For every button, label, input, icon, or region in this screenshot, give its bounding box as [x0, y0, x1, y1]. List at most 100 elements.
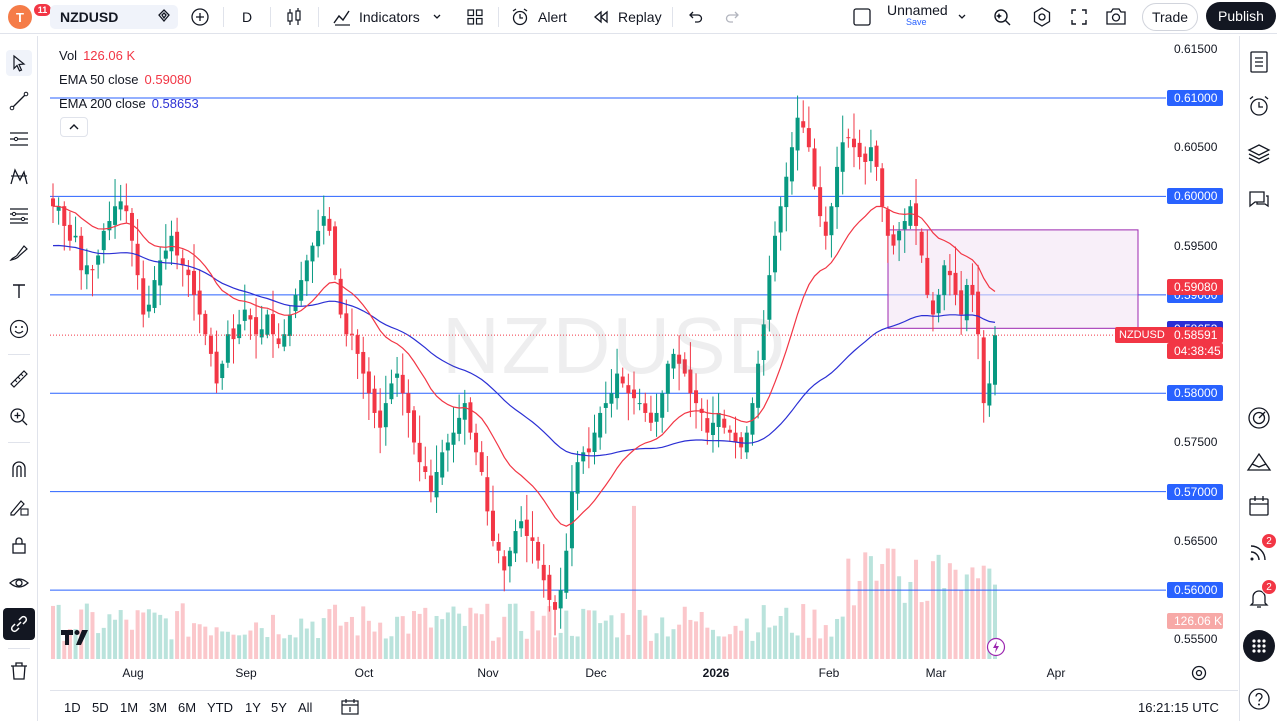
range-button-5d[interactable]: 5D — [92, 700, 109, 715]
fullscreen-button[interactable] — [1069, 0, 1089, 34]
trade-button[interactable]: Trade — [1142, 3, 1198, 31]
sync-drawings-tool[interactable] — [3, 608, 35, 640]
zoom-tool[interactable] — [6, 404, 32, 430]
ideas-button[interactable] — [1245, 448, 1273, 476]
lock-drawings-tool[interactable] — [6, 532, 32, 558]
candle-body — [761, 324, 766, 360]
technicals-button[interactable] — [1245, 404, 1273, 432]
candle-body — [930, 300, 935, 315]
volume-bar — [451, 606, 456, 659]
volume-bar — [186, 636, 191, 659]
volume-bar — [90, 612, 95, 659]
compare-symbol-button[interactable] — [190, 0, 210, 34]
cursor-tool[interactable] — [6, 50, 32, 76]
pattern-tool[interactable] — [6, 164, 32, 190]
fib-tool[interactable] — [6, 202, 32, 228]
fib-icon — [10, 208, 28, 224]
layout-name: Unnamed — [887, 2, 948, 18]
object-tree-button[interactable] — [1245, 140, 1273, 168]
replay-button[interactable]: Replay — [592, 0, 662, 34]
price-axis[interactable]: 0.61500 0.60500 0.59500 0.57500 0.56500 0.555… — [1166, 36, 1238, 659]
layout-menu-button[interactable] — [957, 0, 967, 34]
favorite-icon[interactable] — [156, 8, 172, 27]
watchlist-button[interactable] — [1245, 48, 1273, 76]
volume-bar — [716, 636, 721, 659]
range-button-ytd[interactable]: YTD — [207, 700, 233, 715]
legend-collapse-button[interactable] — [60, 117, 88, 137]
time-axis[interactable]: Aug Sep Oct Nov Dec 2026 Feb Mar Apr — [50, 660, 1166, 684]
replay-label: Replay — [618, 9, 662, 25]
brush-tool[interactable] — [6, 240, 32, 266]
quick-search-button[interactable] — [991, 0, 1013, 34]
horizontal-lines-tool[interactable] — [6, 126, 32, 152]
range-button-1m[interactable]: 1M — [120, 700, 139, 715]
volume-bar — [993, 584, 997, 659]
emoji-tool[interactable] — [6, 316, 32, 342]
range-button-6m[interactable]: 6M — [178, 700, 197, 715]
cursor-icon — [13, 54, 26, 72]
volume-bar — [192, 623, 197, 659]
streams-button[interactable] — [1245, 538, 1273, 566]
range-button-5y[interactable]: 5Y — [271, 700, 287, 715]
layout-checkbox[interactable] — [852, 0, 872, 34]
volume-bar — [936, 554, 941, 659]
layers-icon — [1247, 144, 1271, 164]
text-icon — [13, 284, 25, 298]
tradingview-logo[interactable] — [60, 628, 94, 651]
layout-templates-button[interactable] — [465, 0, 485, 34]
redo-button[interactable] — [724, 0, 742, 34]
volume-bar — [801, 604, 806, 659]
range-button-1y[interactable]: 1Y — [245, 700, 261, 715]
range-button-3m[interactable]: 3M — [149, 700, 168, 715]
alerts-button[interactable] — [1245, 92, 1273, 120]
user-avatar[interactable]: T 11 — [8, 3, 52, 29]
alert-button[interactable]: Alert — [510, 0, 567, 34]
publish-button[interactable]: Publish — [1206, 2, 1276, 30]
indicators-button[interactable]: Indicators — [332, 0, 442, 34]
range-button-all[interactable]: All — [298, 700, 313, 715]
price-chart[interactable] — [50, 36, 1166, 659]
snapshot-button[interactable] — [1104, 0, 1128, 34]
range-button-1d[interactable]: 1D — [64, 700, 81, 715]
candle-body — [180, 258, 185, 266]
volume-bar — [242, 634, 247, 659]
notifications-badge: 2 — [1261, 579, 1277, 595]
interval-button[interactable]: D — [242, 0, 252, 34]
candle-body — [936, 294, 941, 314]
time-axis-label: Oct — [354, 666, 374, 680]
date-range-button[interactable] — [340, 698, 360, 719]
hide-drawings-tool[interactable] — [6, 570, 32, 596]
utc-clock[interactable]: 16:21:15 UTC — [1138, 700, 1219, 715]
volume-bar — [795, 635, 800, 659]
ema200-legend[interactable]: EMA 200 close 0.58653 — [59, 92, 199, 116]
undo-button[interactable] — [686, 0, 704, 34]
apps-button[interactable] — [1243, 630, 1275, 662]
candle-body — [124, 205, 129, 212]
volume-bar — [778, 616, 783, 659]
ruler-tool[interactable] — [6, 366, 32, 392]
chats-button[interactable] — [1245, 186, 1273, 214]
candle-body — [84, 265, 89, 275]
volume-legend-value: 126.06 K — [83, 48, 136, 63]
fullscreen-icon — [1071, 9, 1087, 25]
settings-button[interactable] — [1031, 0, 1053, 34]
text-tool[interactable] — [6, 278, 32, 304]
calendar-button[interactable] — [1245, 492, 1273, 520]
candle-body — [789, 147, 794, 182]
volume-bar — [237, 635, 242, 659]
volume-bar — [930, 561, 935, 659]
axis-settings-button[interactable] — [1190, 664, 1208, 687]
ema50-legend[interactable]: EMA 50 close 0.59080 — [59, 68, 199, 92]
magnet-tool[interactable] — [6, 456, 32, 482]
undo-icon — [689, 11, 703, 23]
stay-in-drawing-mode-tool[interactable] — [6, 494, 32, 520]
volume-legend[interactable]: Vol 126.06 K — [59, 44, 199, 68]
help-button[interactable] — [1245, 685, 1273, 713]
flash-icon[interactable] — [986, 637, 1006, 662]
symbol-search-button[interactable]: NZDUSD — [50, 5, 178, 29]
trend-line-tool[interactable] — [6, 88, 32, 114]
remove-drawings-tool[interactable] — [6, 658, 32, 684]
volume-bar — [874, 580, 879, 659]
chart-type-button[interactable] — [284, 0, 304, 34]
candle-body — [812, 148, 817, 187]
